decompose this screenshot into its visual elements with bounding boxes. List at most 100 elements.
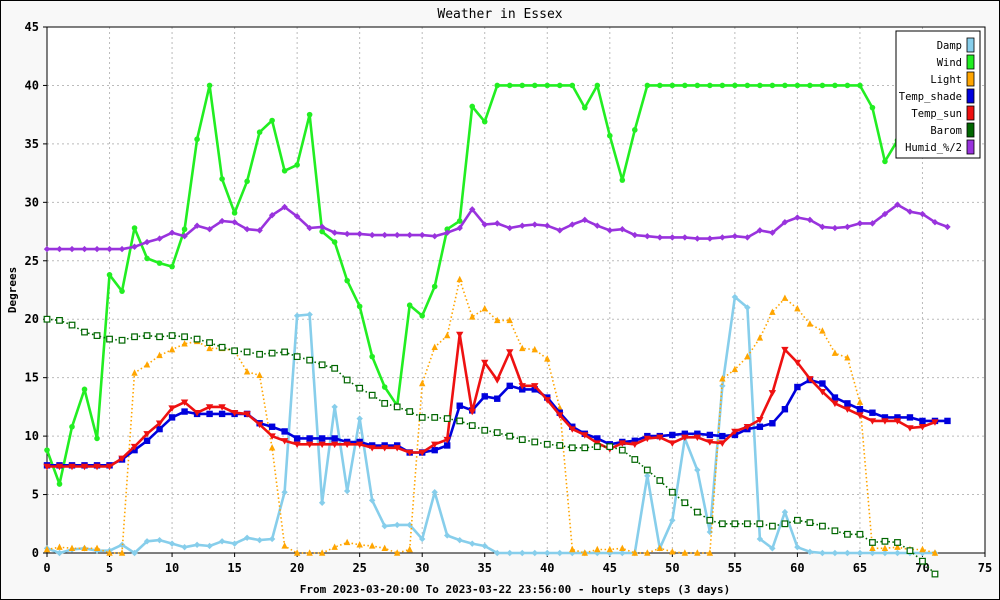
data-point-damp — [769, 545, 776, 552]
y-tick-label: 5 — [32, 488, 39, 502]
data-point-damp — [218, 538, 226, 545]
data-point-wind — [244, 178, 250, 185]
data-point-light — [519, 344, 526, 352]
data-point-light — [806, 320, 814, 327]
data-point-wind — [607, 132, 613, 139]
data-point-temp-sun — [893, 418, 902, 425]
data-point-temp-shade — [856, 406, 864, 413]
data-point-damp — [856, 549, 864, 557]
data-point-damp — [556, 549, 563, 557]
data-point-temp-shade — [756, 423, 764, 430]
data-point-light — [531, 345, 538, 353]
data-point-temp-shade — [719, 432, 726, 440]
data-point-humid-2 — [531, 221, 538, 228]
x-tick-label: 60 — [790, 561, 804, 575]
data-point-light — [469, 313, 476, 320]
legend-label-temp-sun: Temp_sun — [911, 108, 962, 120]
data-point-light — [281, 542, 288, 549]
data-point-temp-shade — [669, 431, 676, 439]
data-point-temp-shade — [906, 414, 914, 421]
data-point-temp-sun — [568, 426, 576, 433]
data-point-light — [756, 334, 764, 341]
data-point-damp — [318, 499, 326, 506]
data-point-wind — [356, 303, 363, 310]
data-point-wind — [581, 104, 588, 111]
data-point-light — [644, 549, 651, 556]
data-point-temp-sun — [68, 463, 76, 471]
data-point-humid-2 — [931, 219, 939, 226]
data-point-light — [669, 548, 676, 555]
data-point-light — [181, 340, 188, 347]
data-point-damp — [819, 549, 826, 557]
data-point-temp-shade — [431, 446, 438, 454]
data-point-wind — [406, 302, 413, 308]
data-point-damp — [406, 521, 413, 529]
x-tick-label: 5 — [106, 561, 113, 575]
data-point-temp-shade — [281, 428, 288, 435]
data-point-wind — [556, 82, 563, 89]
data-point-temp-shade — [444, 442, 451, 449]
data-point-humid-2 — [268, 211, 276, 219]
data-point-humid-2 — [481, 221, 488, 228]
data-point-wind — [456, 218, 463, 224]
data-point-damp — [744, 304, 751, 311]
data-point-light — [93, 544, 101, 552]
data-point-barom — [806, 519, 814, 527]
data-point-wind — [531, 82, 538, 89]
data-point-temp-shade — [831, 394, 839, 401]
data-point-light — [569, 545, 576, 553]
data-point-humid-2 — [944, 223, 951, 231]
data-point-humid-2 — [581, 216, 588, 224]
data-point-damp — [756, 535, 764, 543]
data-point-wind — [494, 82, 501, 89]
data-point-light — [619, 544, 626, 552]
data-point-damp — [293, 312, 301, 319]
data-point-temp-sun — [918, 424, 927, 431]
data-point-humid-2 — [293, 213, 301, 220]
data-point-barom — [381, 399, 389, 407]
legend-label-light: Light — [930, 74, 962, 86]
data-point-wind — [657, 82, 663, 89]
data-point-temp-sun — [643, 435, 652, 443]
data-point-temp-sun — [843, 406, 852, 413]
legend-box — [895, 30, 981, 159]
legend-swatch-temp-shade — [966, 88, 975, 104]
data-point-humid-2 — [831, 224, 839, 232]
data-point-wind — [757, 82, 763, 89]
y-tick-label: 35 — [25, 137, 39, 151]
data-point-temp-sun — [743, 424, 752, 431]
data-point-barom — [531, 438, 539, 446]
data-point-wind — [707, 82, 713, 89]
data-point-humid-2 — [381, 231, 388, 239]
data-point-light — [894, 543, 901, 550]
data-point-humid-2 — [256, 227, 263, 234]
data-point-light — [406, 545, 413, 553]
data-point-humid-2 — [494, 220, 501, 227]
data-point-barom — [181, 333, 188, 341]
data-point-barom — [906, 547, 914, 555]
data-point-barom — [493, 429, 501, 437]
data-point-damp — [143, 538, 151, 545]
data-point-light — [719, 375, 726, 382]
data-point-barom — [93, 332, 101, 339]
data-point-humid-2 — [681, 234, 689, 241]
data-point-temp-shade — [168, 414, 176, 421]
data-point-temp-shade — [156, 425, 163, 433]
x-tick-label: 0 — [43, 561, 50, 575]
y-tick-label: 40 — [25, 78, 39, 92]
data-point-temp-sun — [468, 408, 476, 416]
data-point-humid-2 — [393, 231, 401, 239]
data-point-wind — [782, 82, 788, 89]
data-point-barom — [293, 353, 301, 361]
data-point-damp — [731, 293, 739, 301]
data-point-barom — [643, 466, 651, 474]
data-point-light — [306, 549, 313, 556]
data-point-barom — [844, 530, 851, 538]
data-point-barom — [331, 364, 339, 372]
data-point-temp-sun — [155, 420, 164, 427]
data-point-temp-sun — [55, 463, 64, 471]
data-point-wind — [619, 177, 626, 183]
data-point-wind — [506, 82, 513, 89]
data-point-light — [356, 541, 363, 548]
